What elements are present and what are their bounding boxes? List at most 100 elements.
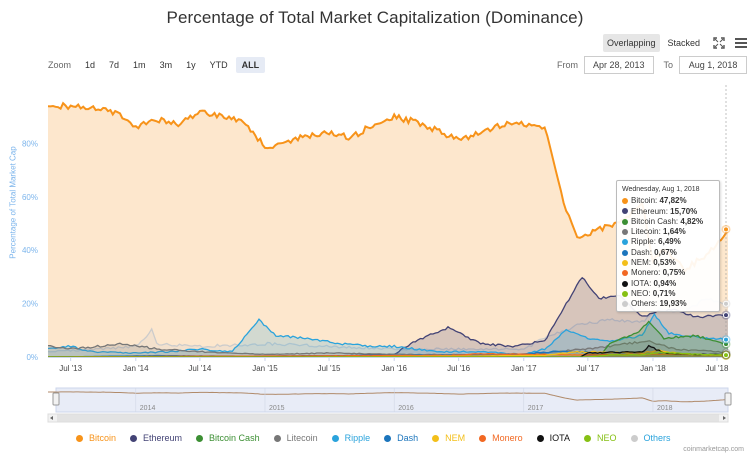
tooltip-series-value: 0,94% bbox=[653, 278, 677, 288]
tooltip-row: Monero: 0,75% bbox=[622, 268, 714, 278]
tooltip-series-name: Bitcoin bbox=[631, 196, 656, 206]
view-mode-toggle: Overlapping Stacked bbox=[603, 34, 748, 52]
legend-item-neo[interactable]: NEO bbox=[584, 433, 617, 443]
legend-item-ethereum[interactable]: Ethereum bbox=[130, 433, 182, 443]
bitcoin-line[interactable] bbox=[47, 101, 729, 274]
tooltip-dot-icon bbox=[622, 259, 628, 266]
dominance-chart[interactable]: 0% 20% 40% 60% 80% Jul '13 Jan '14 Jul '14 Jan … bbox=[0, 0, 750, 430]
y-tick-label: 60% bbox=[22, 193, 38, 202]
zoom-bar: Zoom 1d 7d 1m 3m 1y YTD ALL bbox=[48, 57, 266, 73]
tooltip-series-value: 4,82% bbox=[680, 216, 704, 226]
y-tick-label: 0% bbox=[26, 353, 38, 362]
zoom-label: Zoom bbox=[48, 60, 72, 70]
tooltip-row: Bitcoin: 47,82% bbox=[622, 196, 714, 206]
legend-label: Ripple bbox=[344, 433, 371, 443]
legend-item-dash[interactable]: Dash bbox=[384, 433, 418, 443]
legend-label: Ethereum bbox=[143, 433, 183, 443]
plot-areas bbox=[47, 85, 729, 358]
legend-item-bitcoin[interactable]: Bitcoin bbox=[76, 433, 116, 443]
zoom-1m-button[interactable]: 1m bbox=[133, 60, 146, 70]
tooltip-series-name: NEM bbox=[631, 258, 649, 268]
others-line[interactable] bbox=[47, 297, 729, 353]
tooltip-series-name: NEO bbox=[631, 288, 649, 298]
navigator-handle-left[interactable] bbox=[52, 392, 60, 406]
scrollbar-thumb[interactable] bbox=[57, 414, 719, 422]
tooltip-series-value: 0,67% bbox=[654, 247, 677, 257]
legend-item-ripple[interactable]: Ripple bbox=[331, 433, 371, 443]
navigator-year-label: 2015 bbox=[269, 405, 285, 412]
litecoin-line[interactable] bbox=[47, 340, 729, 356]
chart-title: Percentage of Total Market Capitalizatio… bbox=[166, 8, 584, 27]
x-tick-label: Jul '13 bbox=[59, 364, 82, 373]
legend-label: Others bbox=[643, 433, 671, 443]
y-tick-label: 80% bbox=[22, 139, 38, 148]
from-date-input[interactable]: Apr 28, 2013 bbox=[584, 56, 654, 74]
zoom-7d-button[interactable]: 7d bbox=[109, 60, 120, 70]
legend-dot-icon bbox=[130, 434, 138, 442]
end-markers bbox=[721, 224, 731, 361]
tooltip-dot-icon bbox=[622, 218, 628, 225]
fullscreen-icon[interactable] bbox=[712, 36, 726, 50]
navigator-year-label: 2017 bbox=[528, 405, 544, 412]
ethereum-end-marker[interactable] bbox=[723, 312, 729, 319]
legend-dot-icon bbox=[331, 434, 339, 442]
tooltip-dot-icon bbox=[622, 270, 628, 277]
x-tick-label: Jul '16 bbox=[447, 364, 470, 373]
tooltip-row: Others: 19,93% bbox=[622, 299, 714, 309]
tooltip-series-value: 47,82% bbox=[659, 196, 687, 206]
navigator-handle-right[interactable] bbox=[724, 392, 732, 406]
legend-item-bitcoin-cash[interactable]: Bitcoin Cash bbox=[196, 433, 260, 443]
menu-icon[interactable] bbox=[734, 36, 748, 50]
tooltip-row: Bitcoin Cash: 4,82% bbox=[622, 217, 714, 227]
legend-item-nem[interactable]: NEM bbox=[432, 433, 465, 443]
credit[interactable]: coinmarketcap.com bbox=[683, 446, 744, 453]
navigator-window[interactable] bbox=[55, 387, 729, 413]
tooltip-row: Ethereum: 15,70% bbox=[622, 207, 714, 217]
x-tick-label: Jan '14 bbox=[123, 364, 149, 373]
tooltip-row: NEM: 0,53% bbox=[622, 258, 714, 268]
ripple-area bbox=[48, 314, 728, 357]
zoom-ytd-button[interactable]: YTD bbox=[209, 60, 228, 70]
legend-dot-icon bbox=[432, 434, 440, 442]
neo-end-marker[interactable] bbox=[723, 352, 729, 359]
zoom-all-button[interactable]: ALL bbox=[235, 57, 266, 73]
legend-item-iota[interactable]: IOTA bbox=[536, 433, 570, 443]
legend-dot-icon bbox=[479, 434, 487, 442]
legend-dot-icon bbox=[76, 434, 83, 442]
zoom-1y-button[interactable]: 1y bbox=[186, 60, 196, 70]
tooltip-series-name: Monero bbox=[631, 268, 659, 278]
overlapping-button[interactable]: Overlapping bbox=[603, 34, 660, 52]
legend-label: NEO bbox=[597, 433, 617, 443]
to-label: To bbox=[663, 60, 674, 70]
legend-item-litecoin[interactable]: Litecoin bbox=[273, 433, 318, 443]
iota-area bbox=[48, 345, 728, 357]
tooltip-dot-icon bbox=[622, 249, 628, 256]
tooltip-series-value: 1,64% bbox=[663, 227, 686, 237]
legend-label: Litecoin bbox=[286, 433, 318, 443]
nem-area bbox=[48, 349, 728, 357]
legend-item-others[interactable]: Others bbox=[630, 433, 671, 443]
tooltip-row: Litecoin: 1,64% bbox=[622, 227, 714, 237]
zoom-3m-button[interactable]: 3m bbox=[159, 60, 173, 70]
tooltip-row: IOTA: 0,94% bbox=[622, 279, 714, 289]
ripple-end-marker[interactable] bbox=[723, 336, 729, 343]
others-end-marker[interactable] bbox=[723, 300, 729, 307]
scroll-left-arrow-icon[interactable] bbox=[50, 416, 53, 420]
legend-dot-icon bbox=[196, 434, 204, 442]
scroll-right-arrow-icon[interactable] bbox=[723, 416, 726, 420]
tooltip-row: Ripple: 6,49% bbox=[622, 237, 714, 247]
x-tick-label: Jan '17 bbox=[511, 364, 537, 373]
bitcoin-end-marker[interactable] bbox=[723, 226, 729, 233]
legend-dot-icon bbox=[384, 434, 392, 442]
others-area bbox=[48, 298, 728, 357]
tooltip-series-name: IOTA bbox=[631, 278, 650, 288]
tooltip-row: NEO: 0,71% bbox=[622, 289, 714, 299]
zoom-1d-button[interactable]: 1d bbox=[85, 60, 96, 70]
tooltip-date: Wednesday, Aug 1, 2018 bbox=[622, 186, 700, 193]
tooltip-dot-icon bbox=[622, 198, 628, 205]
legend-item-monero[interactable]: Monero bbox=[479, 433, 523, 443]
tooltip-series-name: Ethereum bbox=[631, 206, 666, 216]
stacked-button[interactable]: Stacked bbox=[667, 38, 701, 48]
to-date-input[interactable]: Aug 1, 2018 bbox=[679, 56, 748, 74]
tooltip-series-name: Ripple bbox=[631, 237, 654, 247]
